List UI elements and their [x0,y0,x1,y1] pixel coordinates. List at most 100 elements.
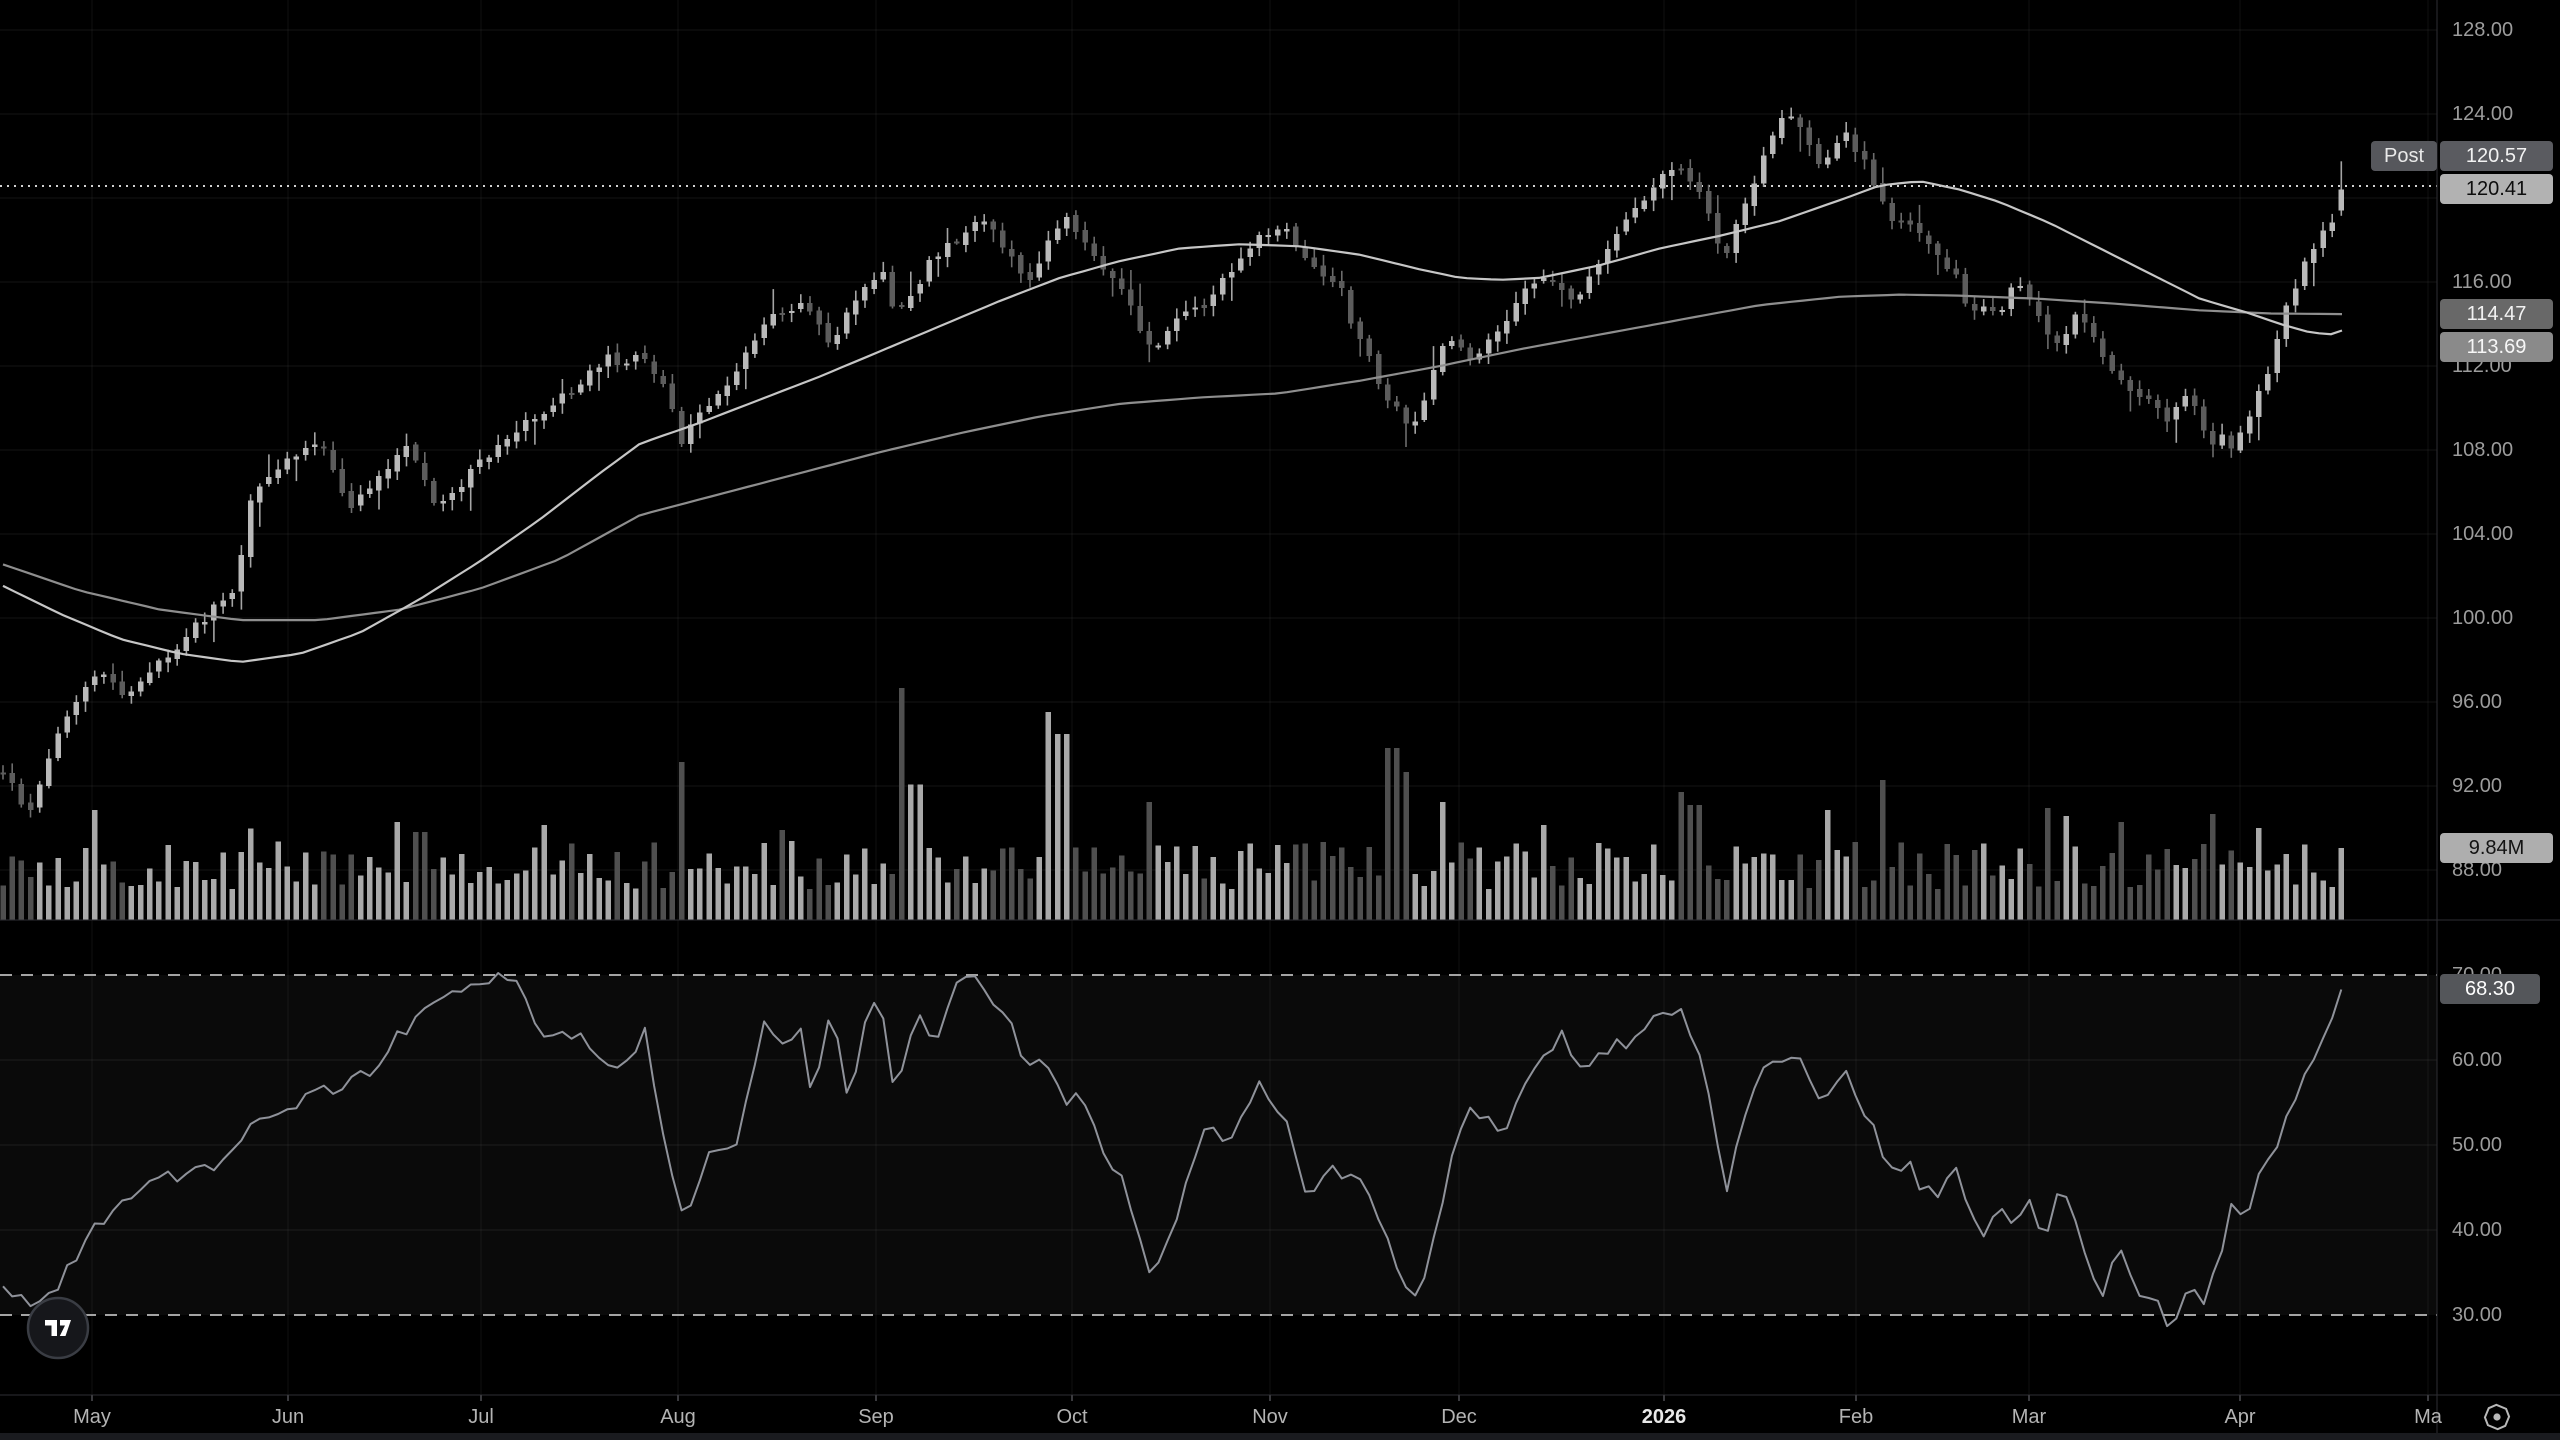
volume-bar [1568,857,1574,920]
candle [101,671,107,684]
candle [275,459,281,484]
candle [880,261,887,283]
volume-bar [935,857,942,920]
volume-bar [678,761,685,920]
volume-bar [147,868,153,920]
volume-bar [385,872,391,920]
candle [18,778,25,808]
volume-bar [697,868,703,920]
candle [724,376,731,406]
volume-bar [1192,846,1198,920]
volume-bar [1201,878,1207,920]
candle [2292,279,2299,313]
volume-bar [1403,772,1409,920]
volume-bar [1265,872,1272,920]
candle [2127,376,2134,412]
volume-bar [1302,843,1308,920]
axis-settings-gear-icon[interactable] [2479,1399,2515,1435]
candle [339,458,345,497]
volume-bar [1641,873,1648,920]
volume-bar [101,864,107,920]
candle [953,238,960,245]
volume-bar [1724,879,1730,920]
volume-bar [1293,844,1299,920]
candle [1449,336,1455,350]
candle [1660,170,1666,199]
candle [1348,286,1354,329]
candle [1797,114,1804,152]
candle [596,363,602,391]
volume-bar [82,848,89,920]
candle [1375,350,1382,390]
candle [46,749,52,789]
candle [385,459,391,489]
volume-bar [1531,877,1538,920]
volume-bar [2237,862,2244,920]
volume-bar [1284,863,1290,920]
candle [1439,343,1446,376]
volume-bar [981,868,987,920]
volume-bar [733,866,740,920]
volume-bar [0,885,6,920]
volume-bar [192,862,199,920]
candle [2109,351,2115,374]
volume-bar [770,884,776,920]
volume-bar [1238,851,1244,920]
candle [2155,394,2161,419]
candle [990,219,997,243]
volume-bar [1274,845,1281,920]
candle [1944,249,1950,272]
volume-bar [1935,888,1941,920]
volume-bar [1183,874,1189,920]
candle [1357,317,1363,357]
candle [293,454,300,482]
volume-bar [541,824,547,920]
candle [55,726,61,762]
candle [1109,268,1116,297]
volume-bar [1834,850,1840,920]
volume-bar [2219,864,2225,920]
candle [1907,212,1914,232]
candle [2320,222,2326,257]
candle [1595,259,1602,285]
price-axis[interactable] [2437,0,2560,1395]
volume-bar [1595,843,1602,920]
volume-bar [1375,875,1382,920]
volume-bar [1650,844,1657,920]
volume-bar [128,885,135,920]
volume-bar [293,881,300,920]
volume-bar [871,883,877,920]
candle [688,414,694,453]
volume-bar [715,868,721,920]
candle [513,420,520,449]
candle [550,397,556,417]
tradingview-logo[interactable] [23,1293,93,1363]
volume-bar [724,883,731,920]
candle [2054,331,2060,352]
volume-bar [1605,848,1611,920]
volume-bar [1678,791,1684,920]
volume-bar [2338,848,2345,920]
candle [1531,278,1538,299]
volume-bar [862,848,868,920]
candle [853,290,859,325]
candle [2017,277,2024,292]
candle [1045,230,1052,270]
candle [1715,195,1721,254]
volume-bar [1256,868,1262,920]
volume-bar [1614,857,1620,920]
volume-bar [1421,886,1428,920]
candle [1962,267,1969,307]
volume-bar [312,884,318,920]
volume-bar [183,860,190,920]
candle [266,454,272,487]
candle [1339,270,1345,297]
candle [1421,392,1428,422]
volume-bar [46,885,52,920]
candle [871,272,877,295]
volume-bar [953,869,960,920]
candle [330,441,336,473]
candle [1861,141,1868,170]
volume-bar [2118,821,2124,920]
